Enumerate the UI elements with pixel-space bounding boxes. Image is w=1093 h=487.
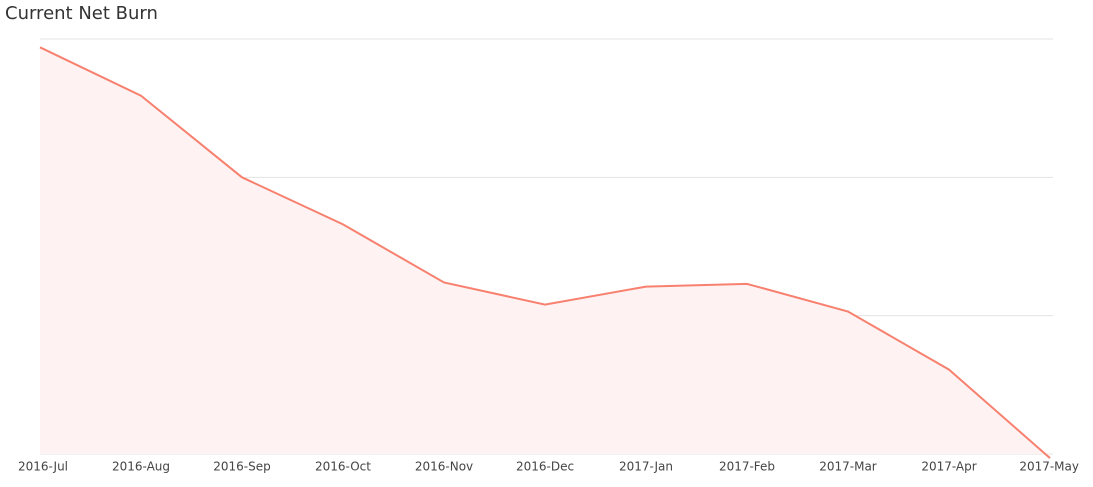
x-tick-label: 2017-Apr xyxy=(921,460,976,474)
x-tick-label: 2017-May xyxy=(1019,460,1079,474)
area-line xyxy=(39,46,1051,459)
x-tick-label: 2016-Sep xyxy=(213,460,271,474)
x-tick-label: 2017-Mar xyxy=(819,460,877,474)
x-tick-label: 2016-Aug xyxy=(112,460,170,474)
x-tick-label: 2017-Feb xyxy=(719,460,775,474)
x-tick-label: 2016-Jul xyxy=(18,460,68,474)
x-tick-label: 2017-Jan xyxy=(619,460,673,474)
area-fill xyxy=(40,47,1050,459)
x-tick-label: 2016-Oct xyxy=(315,460,371,474)
x-tick-label: 2016-Dec xyxy=(516,460,574,474)
chart-title: Current Net Burn xyxy=(5,3,158,24)
x-tick-label: 2016-Nov xyxy=(415,460,473,474)
